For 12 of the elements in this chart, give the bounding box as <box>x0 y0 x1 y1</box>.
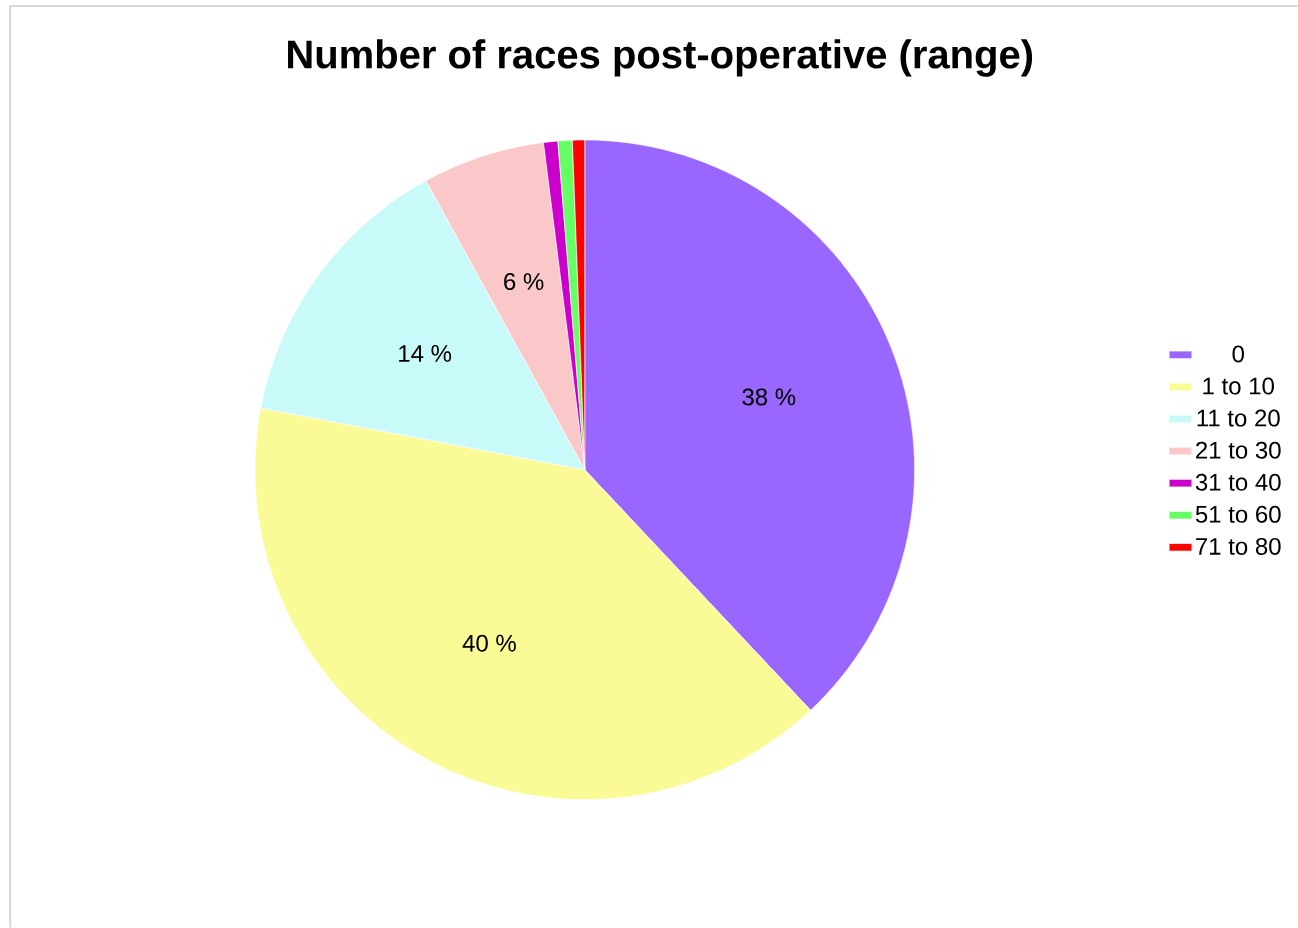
legend-label: 0 <box>1232 345 1244 363</box>
data-label: 14 % <box>399 344 452 362</box>
legend-label: 21 to 30 <box>1196 441 1281 459</box>
legend-label: 51 to 60 <box>1195 505 1281 523</box>
legend-label: 1 to 10 <box>1203 377 1274 395</box>
legend-label: 11 to 20 <box>1197 409 1280 427</box>
data-label: 6 % <box>504 272 544 290</box>
data-label: 40 % <box>462 634 516 652</box>
data-label: 38 % <box>742 388 796 406</box>
chart-title: Number of races post-operative (range) <box>288 39 1033 77</box>
legend-label: 71 to 80 <box>1196 537 1281 555</box>
legend-label: 31 to 40 <box>1195 473 1281 491</box>
